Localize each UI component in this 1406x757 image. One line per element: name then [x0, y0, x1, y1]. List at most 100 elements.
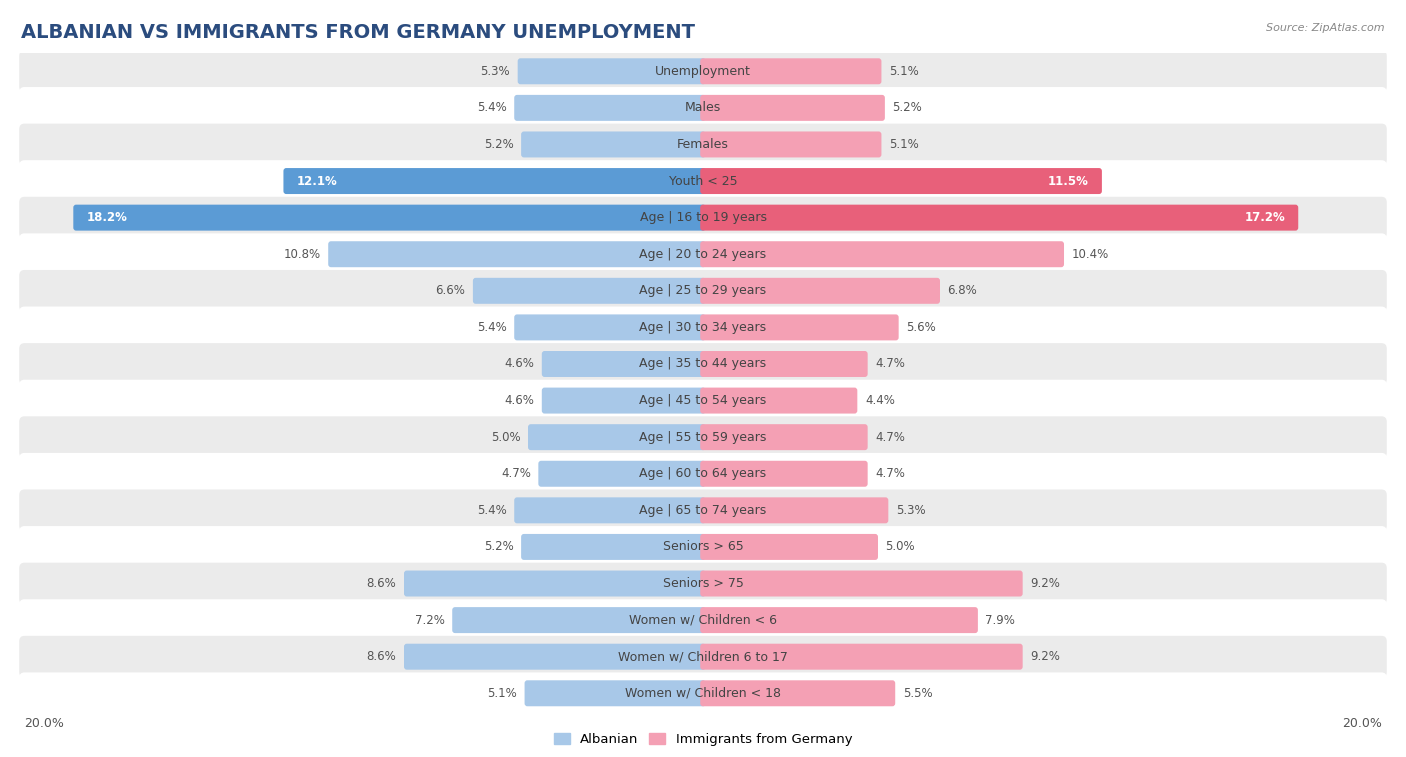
- Text: 5.1%: 5.1%: [889, 65, 918, 78]
- Text: Women w/ Children 6 to 17: Women w/ Children 6 to 17: [619, 650, 787, 663]
- FancyBboxPatch shape: [20, 453, 1386, 494]
- FancyBboxPatch shape: [700, 643, 1022, 670]
- FancyBboxPatch shape: [700, 571, 1022, 597]
- Text: 5.1%: 5.1%: [488, 687, 517, 699]
- FancyBboxPatch shape: [20, 87, 1386, 129]
- FancyBboxPatch shape: [522, 132, 706, 157]
- FancyBboxPatch shape: [538, 461, 706, 487]
- Text: 4.6%: 4.6%: [505, 394, 534, 407]
- FancyBboxPatch shape: [20, 416, 1386, 458]
- Text: 5.4%: 5.4%: [477, 504, 506, 517]
- FancyBboxPatch shape: [404, 643, 706, 670]
- Text: Males: Males: [685, 101, 721, 114]
- Text: 5.3%: 5.3%: [481, 65, 510, 78]
- FancyBboxPatch shape: [20, 490, 1386, 531]
- Text: Age | 55 to 59 years: Age | 55 to 59 years: [640, 431, 766, 444]
- Text: 17.2%: 17.2%: [1244, 211, 1285, 224]
- Text: 4.7%: 4.7%: [875, 357, 905, 370]
- Text: 20.0%: 20.0%: [24, 717, 65, 730]
- Text: Women w/ Children < 6: Women w/ Children < 6: [628, 614, 778, 627]
- FancyBboxPatch shape: [73, 204, 706, 231]
- FancyBboxPatch shape: [20, 380, 1386, 422]
- Text: 5.0%: 5.0%: [491, 431, 520, 444]
- Text: 7.2%: 7.2%: [415, 614, 444, 627]
- Text: 5.4%: 5.4%: [477, 321, 506, 334]
- Text: 10.8%: 10.8%: [284, 248, 321, 260]
- Text: Seniors > 75: Seniors > 75: [662, 577, 744, 590]
- FancyBboxPatch shape: [453, 607, 706, 633]
- FancyBboxPatch shape: [20, 123, 1386, 165]
- Text: 5.4%: 5.4%: [477, 101, 506, 114]
- FancyBboxPatch shape: [515, 95, 706, 121]
- Text: Age | 60 to 64 years: Age | 60 to 64 years: [640, 467, 766, 480]
- FancyBboxPatch shape: [700, 132, 882, 157]
- FancyBboxPatch shape: [20, 600, 1386, 641]
- FancyBboxPatch shape: [700, 607, 979, 633]
- Legend: Albanian, Immigrants from Germany: Albanian, Immigrants from Germany: [548, 727, 858, 751]
- Text: 5.5%: 5.5%: [903, 687, 932, 699]
- FancyBboxPatch shape: [700, 95, 884, 121]
- Text: Age | 65 to 74 years: Age | 65 to 74 years: [640, 504, 766, 517]
- Text: 6.6%: 6.6%: [436, 285, 465, 298]
- Text: 4.7%: 4.7%: [501, 467, 531, 480]
- Text: Source: ZipAtlas.com: Source: ZipAtlas.com: [1267, 23, 1385, 33]
- FancyBboxPatch shape: [472, 278, 706, 304]
- FancyBboxPatch shape: [404, 571, 706, 597]
- Text: 5.6%: 5.6%: [907, 321, 936, 334]
- FancyBboxPatch shape: [284, 168, 706, 194]
- Text: 9.2%: 9.2%: [1031, 650, 1060, 663]
- Text: Age | 25 to 29 years: Age | 25 to 29 years: [640, 285, 766, 298]
- Text: Age | 16 to 19 years: Age | 16 to 19 years: [640, 211, 766, 224]
- FancyBboxPatch shape: [20, 197, 1386, 238]
- Text: 5.0%: 5.0%: [886, 540, 915, 553]
- Text: 5.2%: 5.2%: [893, 101, 922, 114]
- Text: 4.4%: 4.4%: [865, 394, 894, 407]
- Text: Women w/ Children < 18: Women w/ Children < 18: [626, 687, 780, 699]
- FancyBboxPatch shape: [529, 424, 706, 450]
- Text: Females: Females: [678, 138, 728, 151]
- Text: 4.7%: 4.7%: [875, 431, 905, 444]
- FancyBboxPatch shape: [700, 388, 858, 413]
- FancyBboxPatch shape: [515, 314, 706, 341]
- FancyBboxPatch shape: [700, 681, 896, 706]
- Text: Age | 20 to 24 years: Age | 20 to 24 years: [640, 248, 766, 260]
- Text: Seniors > 65: Seniors > 65: [662, 540, 744, 553]
- FancyBboxPatch shape: [541, 351, 706, 377]
- FancyBboxPatch shape: [541, 388, 706, 413]
- FancyBboxPatch shape: [20, 233, 1386, 275]
- FancyBboxPatch shape: [20, 672, 1386, 714]
- FancyBboxPatch shape: [700, 534, 877, 560]
- FancyBboxPatch shape: [20, 636, 1386, 678]
- Text: 7.9%: 7.9%: [986, 614, 1015, 627]
- Text: Age | 30 to 34 years: Age | 30 to 34 years: [640, 321, 766, 334]
- FancyBboxPatch shape: [328, 241, 706, 267]
- FancyBboxPatch shape: [700, 314, 898, 341]
- FancyBboxPatch shape: [522, 534, 706, 560]
- Text: 6.8%: 6.8%: [948, 285, 977, 298]
- Text: 8.6%: 8.6%: [367, 650, 396, 663]
- FancyBboxPatch shape: [20, 51, 1386, 92]
- FancyBboxPatch shape: [524, 681, 706, 706]
- FancyBboxPatch shape: [20, 562, 1386, 604]
- Text: 8.6%: 8.6%: [367, 577, 396, 590]
- FancyBboxPatch shape: [700, 58, 882, 84]
- FancyBboxPatch shape: [700, 168, 1102, 194]
- Text: 5.3%: 5.3%: [896, 504, 925, 517]
- Text: 5.1%: 5.1%: [889, 138, 918, 151]
- Text: 18.2%: 18.2%: [86, 211, 128, 224]
- FancyBboxPatch shape: [700, 461, 868, 487]
- Text: 10.4%: 10.4%: [1071, 248, 1109, 260]
- Text: 5.2%: 5.2%: [484, 138, 513, 151]
- Text: 20.0%: 20.0%: [1341, 717, 1382, 730]
- Text: Youth < 25: Youth < 25: [669, 175, 737, 188]
- FancyBboxPatch shape: [700, 424, 868, 450]
- FancyBboxPatch shape: [700, 351, 868, 377]
- FancyBboxPatch shape: [20, 270, 1386, 312]
- FancyBboxPatch shape: [700, 241, 1064, 267]
- Text: Unemployment: Unemployment: [655, 65, 751, 78]
- FancyBboxPatch shape: [515, 497, 706, 523]
- Text: 12.1%: 12.1%: [297, 175, 337, 188]
- Text: Age | 45 to 54 years: Age | 45 to 54 years: [640, 394, 766, 407]
- Text: 4.7%: 4.7%: [875, 467, 905, 480]
- FancyBboxPatch shape: [700, 497, 889, 523]
